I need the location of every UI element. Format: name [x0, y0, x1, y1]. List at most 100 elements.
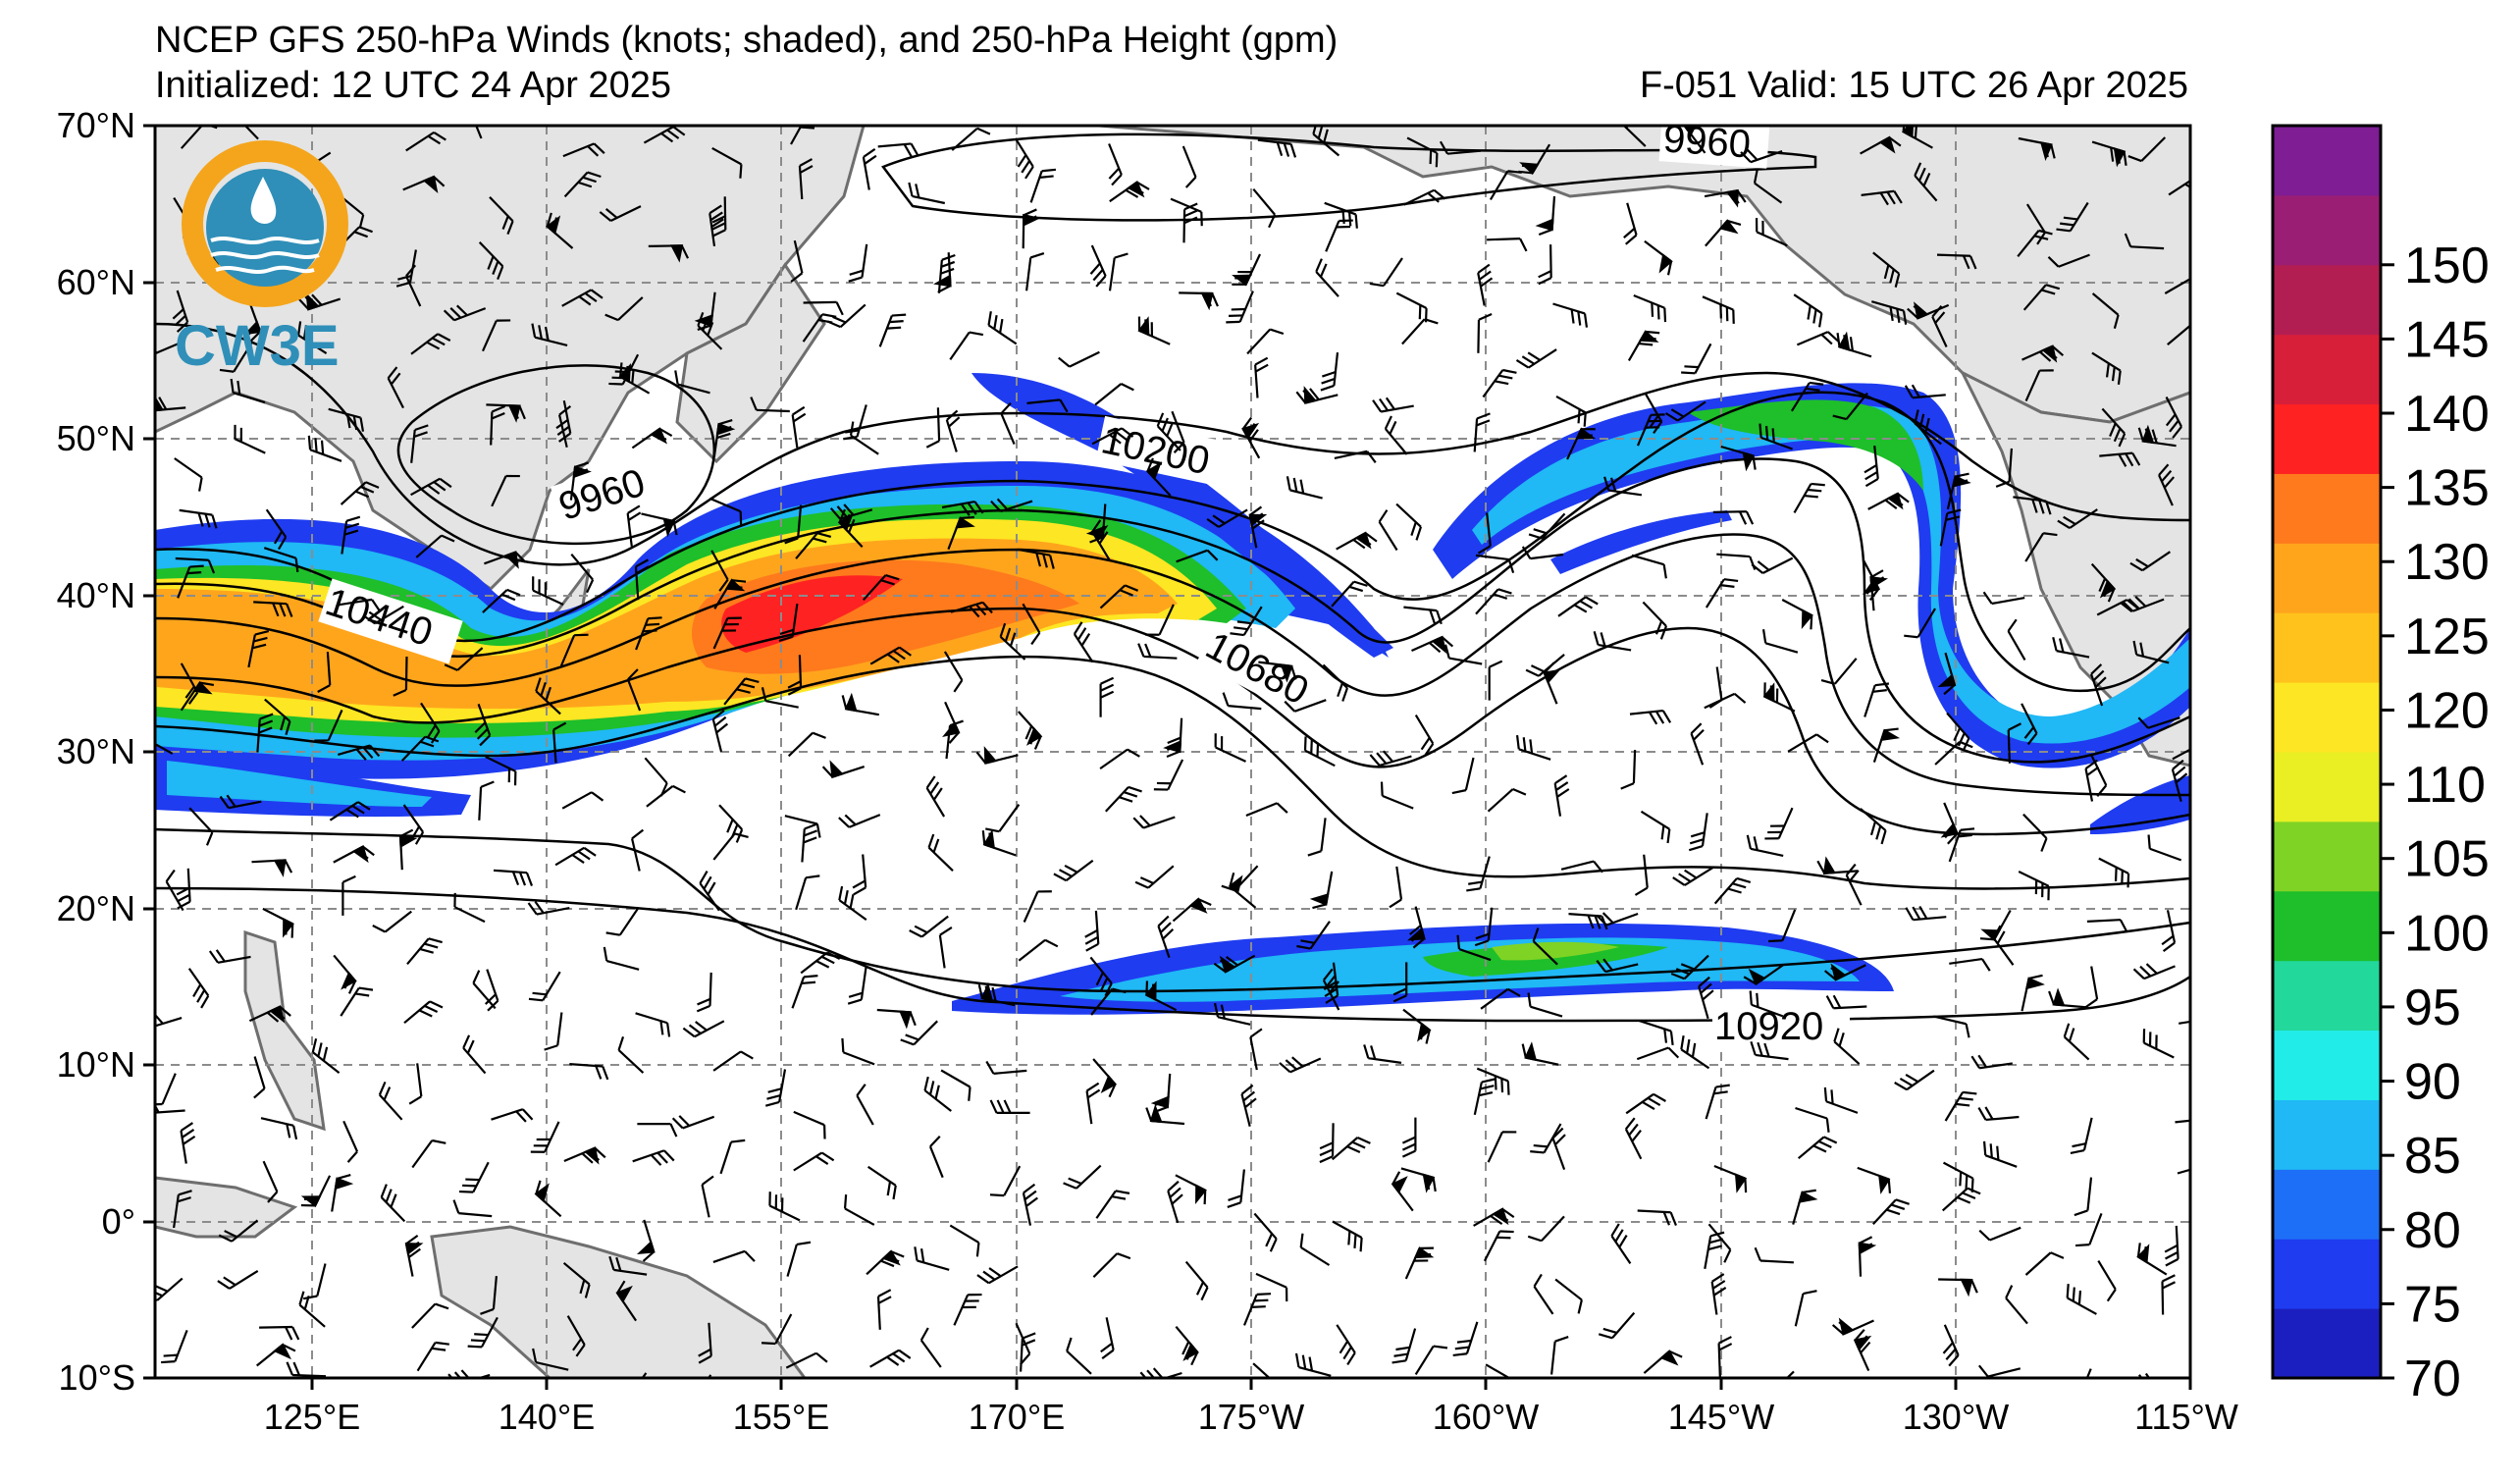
wind-barb — [2091, 140, 2127, 168]
wind-barb — [1713, 876, 1752, 905]
wind-barb — [1085, 1082, 1101, 1125]
wind-barb — [2091, 292, 2120, 329]
wind-barb — [1073, 621, 1094, 663]
wind-barb — [208, 949, 251, 964]
wind-barb — [1322, 663, 1348, 702]
wind-barb — [1475, 588, 1512, 615]
map-panel: 9960 9960 10200 10440 10680 10920 CW3E — [155, 126, 2190, 1416]
wind-barb — [2021, 974, 2045, 1012]
jet-gulf-alaska-outer — [1433, 383, 2190, 768]
wind-barb — [908, 182, 946, 205]
wind-barb — [1214, 733, 1246, 763]
wind-barb — [2161, 910, 2177, 953]
wind-barb — [778, 603, 799, 642]
wind-barb — [1322, 968, 1340, 1011]
wind-barb — [791, 405, 807, 449]
lat-label-70n: 70°N — [57, 105, 135, 145]
wind-barb — [1407, 906, 1426, 949]
wind-barb — [2021, 344, 2065, 363]
wind-barb — [1336, 1324, 1356, 1366]
wind-barb — [452, 1199, 493, 1218]
wind-barb — [793, 1110, 826, 1139]
wind-barb — [1761, 629, 1799, 654]
wind-barb — [337, 744, 381, 761]
wind-barb — [1108, 143, 1123, 186]
initialized-time: Initialized: 12 UTC 24 Apr 2025 — [155, 65, 671, 106]
wind-barb — [1698, 976, 1714, 1020]
wind-barb — [403, 1000, 444, 1025]
contour-label-bg-10920 — [1712, 1003, 1850, 1048]
wind-barb — [1864, 682, 1890, 717]
wind-barb — [710, 550, 729, 592]
wind-barb — [247, 630, 270, 668]
wind-barb — [1023, 890, 1052, 923]
wind-barb — [1099, 584, 1139, 609]
wind-barb — [784, 504, 803, 545]
wind-barb — [951, 127, 991, 151]
wind-barb — [925, 775, 946, 818]
wind-barb — [711, 146, 743, 179]
wind-barb — [532, 1348, 569, 1371]
wind-barb — [791, 975, 818, 1009]
wind-barb — [1832, 392, 1868, 421]
wind-barb — [453, 892, 486, 924]
lon-label-145w: 145°W — [1668, 1397, 1774, 1437]
wind-barb — [1084, 910, 1100, 952]
wind-barb — [1740, 148, 1783, 164]
wind-barb — [1182, 202, 1198, 243]
wind-barb — [1315, 258, 1339, 297]
wind-barb — [1680, 1034, 1710, 1070]
logo-waves — [210, 237, 320, 274]
lat-label-20n: 20°N — [57, 888, 135, 928]
wind-barb — [1395, 503, 1423, 541]
wind-barb — [1845, 863, 1863, 906]
wind-barb — [342, 1120, 359, 1163]
wind-barb — [1090, 519, 1111, 561]
wind-barb — [1332, 1220, 1363, 1252]
wind-barb — [976, 1265, 1019, 1285]
wind-barb — [1970, 1054, 2013, 1070]
wind-barb — [333, 954, 357, 994]
wind-barb — [2177, 1163, 2190, 1175]
wind-barb — [1228, 872, 1257, 909]
wind-barb — [180, 1122, 196, 1164]
wind-barb — [1555, 395, 1587, 427]
contour-9960-east — [881, 132, 1817, 222]
wind-barb — [1596, 912, 1639, 927]
colorbar-swatch — [2273, 1308, 2381, 1379]
wind-barb — [569, 1063, 609, 1081]
wind-barb — [2022, 813, 2048, 852]
wind-barb — [1257, 138, 1297, 158]
wind-barb — [1230, 606, 1263, 637]
wind-barb — [2074, 1177, 2093, 1217]
wind-barb — [1933, 1015, 1970, 1038]
wind-barb — [1227, 1169, 1245, 1208]
wind-barb — [1022, 208, 1041, 249]
wind-barb — [1853, 1329, 1872, 1372]
colorbar-swatch — [2273, 1030, 2381, 1100]
wind-barb — [1157, 915, 1175, 958]
wind-barb — [485, 756, 517, 786]
wind-barb — [2089, 663, 2107, 707]
wind-barb — [160, 1375, 184, 1416]
wind-barb — [480, 1276, 498, 1315]
cw3e-logo: CW3E — [175, 140, 348, 378]
wind-barb — [1566, 427, 1597, 460]
wind-barb — [1941, 1187, 1981, 1212]
wind-barbs — [155, 126, 2190, 1416]
wind-barb — [264, 698, 291, 735]
wind-barb — [1872, 251, 1901, 288]
wind-barb — [1089, 956, 1113, 997]
wind-barb — [927, 833, 954, 872]
wind-barb — [303, 1263, 327, 1300]
lon-tick-marks — [310, 1378, 2192, 1390]
wind-barb — [484, 551, 527, 569]
wind-barb — [155, 736, 174, 755]
wind-barb — [866, 1165, 897, 1200]
wind-barb — [1137, 643, 1178, 660]
wind-barb — [165, 869, 184, 912]
wind-barb — [331, 1173, 354, 1212]
valid-time: F-051 Valid: 15 UTC 26 Apr 2025 — [1639, 65, 2188, 106]
wind-barb — [1751, 556, 1794, 575]
wind-barb — [697, 312, 723, 350]
